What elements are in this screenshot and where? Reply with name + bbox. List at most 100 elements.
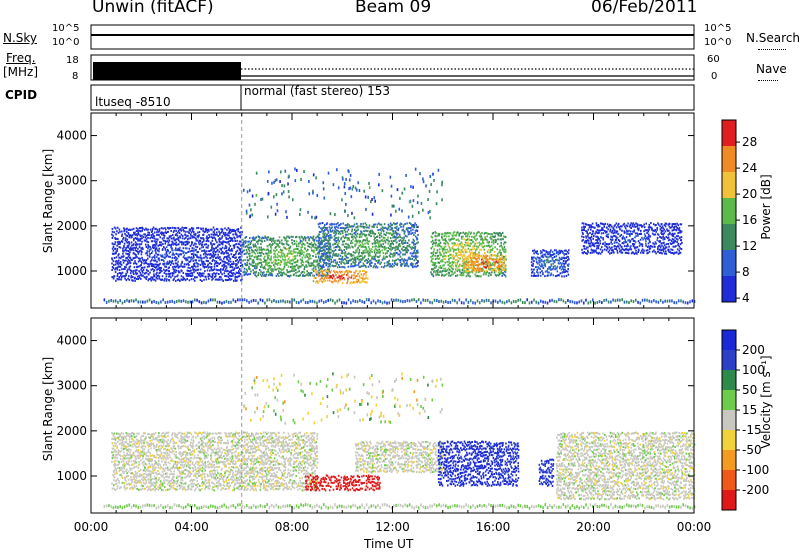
data-cell [382,227,385,230]
data-cell [325,274,328,277]
data-cell [271,240,273,243]
data-cell [267,245,269,248]
data-cell [476,245,478,248]
data-cell [565,270,567,273]
data-cell [669,238,671,241]
data-cell [131,270,133,272]
data-cell [281,243,284,246]
data-cell [318,237,320,239]
data-cell [617,242,620,245]
ground-scatter-cell [234,299,237,303]
data-cell [376,236,378,238]
data-cell [305,260,307,263]
ground-scatter-cell [487,299,490,303]
data-cell [487,241,490,244]
ground-scatter-cell [279,299,282,303]
data-cell [500,261,502,264]
data-cell [461,256,464,259]
data-cell [117,278,119,281]
ground-scatter-cell [686,301,689,305]
data-cell [177,236,180,239]
data-cell [144,239,147,242]
ground-scatter-cell [653,298,655,302]
data-cell [232,233,234,236]
data-cell [324,258,327,261]
data-cell [369,232,372,234]
data-cell [456,231,459,234]
data-cell [121,268,123,271]
data-cell [220,228,222,231]
data-cell [537,274,540,277]
data-cell [136,269,138,272]
ground-scatter-cell [295,300,298,304]
data-cell [215,272,218,275]
data-cell [567,264,570,267]
ground-scatter-cell [293,298,296,302]
data-cell [463,254,466,257]
data-cell [232,260,235,263]
data-cell [355,243,357,246]
data-cell [438,251,441,254]
ground-scatter-cell [460,301,463,305]
data-cell [629,230,632,233]
data-cell [228,230,231,233]
data-cell [485,254,487,257]
data-cell [614,245,616,247]
data-cell [140,266,143,269]
data-cell [448,257,451,260]
ground-scatter-cell [481,299,483,303]
data-cell [651,227,653,230]
data-cell [321,252,323,255]
ground-scatter-cell [467,300,470,304]
data-cell [591,222,594,225]
data-cell [213,259,216,262]
data-cell [605,230,607,233]
data-cell [329,276,332,279]
data-cell [339,278,342,281]
data-cell [328,263,331,265]
data-cell [248,246,251,249]
data-cell [620,233,623,236]
data-cell [244,262,246,265]
data-cell [324,269,327,272]
data-cell [663,247,665,250]
data-cell [268,271,271,274]
data-cell [204,270,206,273]
data-cell [363,230,365,233]
data-cell [546,256,548,258]
data-cell [128,278,131,281]
data-cell [502,269,504,271]
data-cell [389,222,392,225]
data-cell [202,233,205,236]
data-cell [371,229,373,232]
data-cell [450,267,453,270]
data-cell [342,227,345,230]
data-cell [401,229,403,232]
data-cell [440,245,443,248]
data-cell [156,277,159,280]
data-cell [387,249,389,252]
data-cell [185,263,188,266]
data-cell [351,228,354,231]
data-cell [367,250,370,253]
data-cell [181,243,183,246]
data-cell [463,238,465,241]
ground-scatter-cell [123,299,126,303]
data-cell [599,248,602,251]
data-cell [281,249,284,252]
data-cell [626,225,629,228]
data-cell [339,246,341,249]
ground-scatter-cell [408,299,411,303]
data-cell [284,273,286,275]
ground-scatter-cell [203,300,205,304]
data-cell [157,268,159,271]
ground-scatter-cell [175,300,178,304]
data-cell [461,274,463,277]
data-cell [338,231,341,233]
data-cell [254,243,257,246]
data-cell [309,274,311,277]
data-cell [337,230,339,232]
data-cell [322,279,325,282]
data-cell [237,230,240,233]
data-cell [495,260,498,263]
